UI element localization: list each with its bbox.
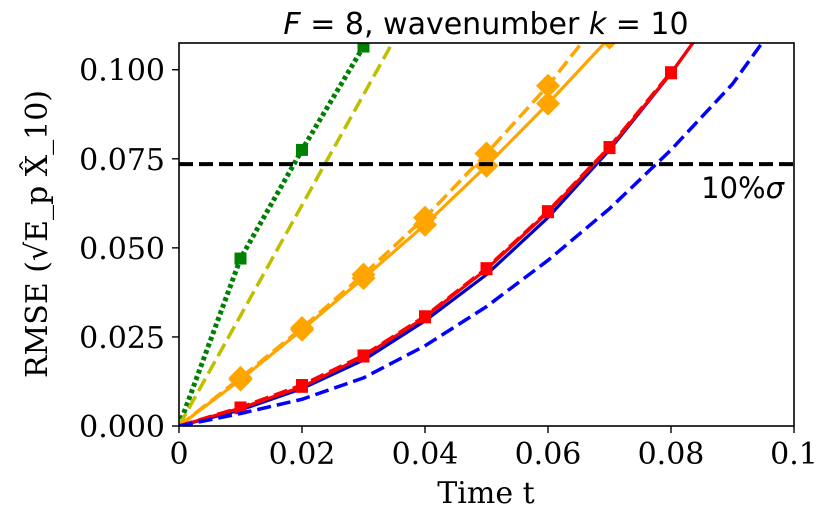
- y-tick-label: 0.075: [79, 143, 165, 178]
- x-tick-label: 0.02: [269, 437, 336, 472]
- data-point-green-dotted: [357, 43, 370, 53]
- data-point-green-dotted: [296, 143, 308, 156]
- y-tick-label: 0.100: [79, 54, 165, 89]
- series-line-orange-solid: [179, 43, 607, 426]
- data-point-orange-dashed: [536, 73, 560, 98]
- y-tick-label: 0.025: [79, 321, 165, 356]
- data-point-red-dashed: [419, 310, 431, 323]
- y-tick-label: 0.050: [79, 232, 165, 267]
- x-tick-label: 0.04: [392, 437, 459, 472]
- y-axis-ticks: 0.000 0.025 0.050 0.075 0.100: [79, 54, 179, 445]
- threshold-label: 10%σ: [701, 171, 785, 205]
- y-tick-label: 0.000: [79, 410, 165, 445]
- data-point-red-dashed: [357, 349, 370, 362]
- data-point-orange-solid: [228, 367, 253, 392]
- x-tick-label: 0.08: [638, 437, 705, 472]
- chart-title: F = 8, wavenumber k = 10: [283, 7, 688, 42]
- data-point-orange-solid: [351, 266, 376, 291]
- series-line-blue-dashed: [179, 43, 765, 426]
- x-tick-label: 0.1: [770, 437, 818, 472]
- x-axis-ticks: 0 0.02 0.04 0.06 0.08 0.1: [169, 426, 818, 472]
- x-tick-label: 0.06: [515, 437, 582, 472]
- data-point-red-dashed: [665, 66, 677, 79]
- series-line-olive-dashed: [179, 43, 395, 426]
- data-point-orange-solid: [413, 212, 437, 237]
- x-axis-title: Time t: [437, 476, 534, 511]
- threshold-layer: 10%σ: [179, 162, 794, 205]
- data-point-red-solid: [696, 25, 708, 37]
- series-layer: [179, 25, 765, 426]
- data-point-red-dashed: [234, 401, 247, 414]
- x-tick-label: 0: [169, 437, 188, 472]
- data-point-red-dashed: [296, 379, 308, 392]
- data-point-green-dotted: [234, 252, 247, 265]
- data-point-orange-solid: [290, 317, 314, 342]
- data-point-orange-solid: [536, 91, 560, 116]
- data-point-red-dashed: [480, 262, 493, 275]
- plot-frame: [178, 42, 795, 427]
- data-point-red-dashed: [603, 141, 616, 154]
- series-line-red-dashed: [179, 71, 673, 426]
- y-axis-title: RMSE (√E_p X̂_10): [20, 90, 55, 378]
- data-point-orange-solid: [602, 43, 617, 50]
- data-point-red-dashed: [542, 205, 554, 218]
